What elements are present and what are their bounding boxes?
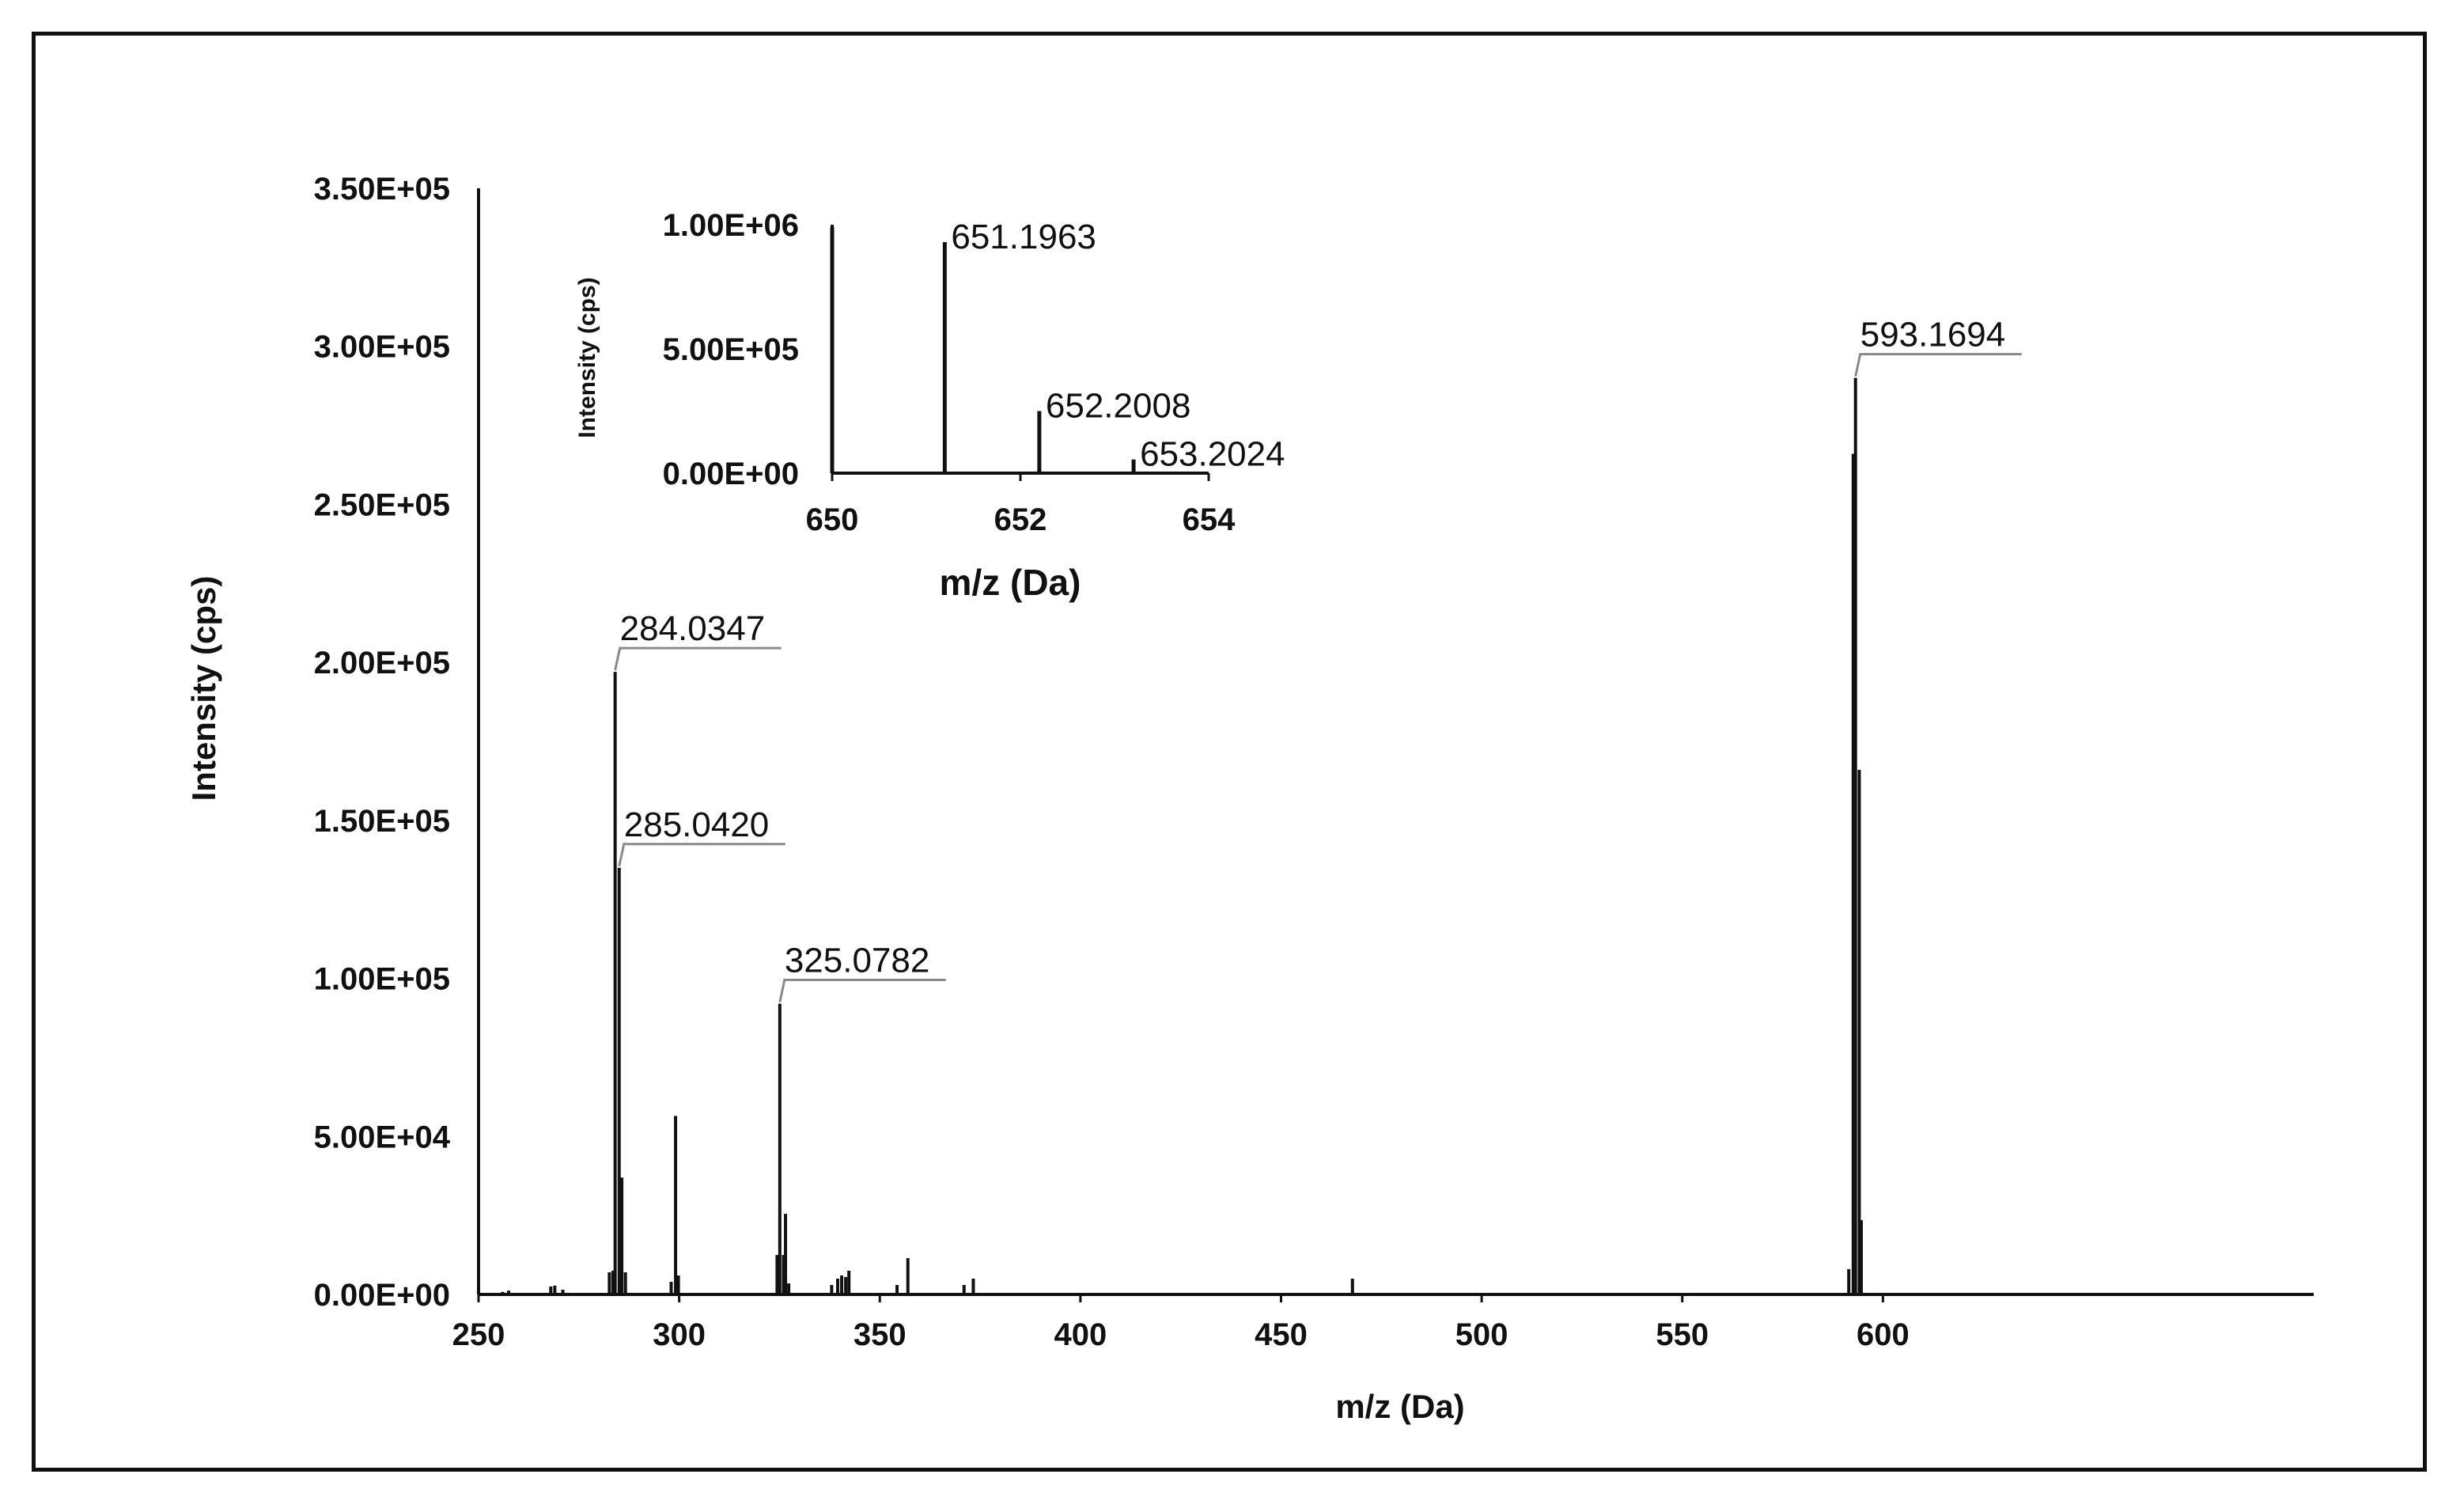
peak-label: 285.0420 [624,805,770,844]
y-tick-label: 0.00E+00 [314,1278,450,1313]
x-tick-label: 400 [1054,1317,1107,1352]
peak-label-bracket [614,646,782,671]
y-tick-label: 1.50E+05 [314,804,450,839]
peak-label: 284.0347 [620,609,766,648]
x-tick-label: 300 [653,1317,706,1352]
inset-plot: 0.00E+00 5.00E+05 1.00E+06 650 652 654 651.196… [574,208,1285,603]
inset-peak-label: 651.1963 [951,218,1096,256]
y-axis-title: Intensity (cps) [185,576,222,802]
peak-label: 593.1694 [1860,316,2006,354]
peak-label-bracket [618,843,785,867]
main-plot: 0.00E+00 5.00E+04 1.00E+05 1.50E+05 2.00E+05… [185,172,2314,1425]
x-axis-title: m/z (Da) [1335,1388,1464,1425]
x-tick-label: 450 [1255,1317,1308,1352]
y-tick-label: 2.00E+05 [314,646,450,680]
peak-label-bracket [778,979,946,1002]
inset-peak-label: 653.2024 [1140,435,1285,474]
peak-label-bracket [1854,353,2022,377]
y-tick-label: 1.00E+05 [314,962,450,997]
inset-x-tick-label: 650 [806,502,859,537]
figure-frame [32,32,2427,1472]
x-tick-label: 550 [1656,1317,1709,1352]
y-tick-label: 2.50E+05 [314,487,450,522]
inset-x-tick-label: 654 [1183,502,1236,537]
inset-x-tick-label: 652 [994,502,1047,537]
x-tick-label: 500 [1455,1317,1508,1352]
x-tick-label: 250 [452,1317,505,1352]
peak-label: 325.0782 [785,942,930,980]
inset-y-axis-title: Intensity (cps) [574,277,600,438]
x-tick-label: 600 [1857,1317,1910,1352]
y-tick-label: 3.50E+05 [314,172,450,207]
inset-y-tick-label: 5.00E+05 [663,332,799,367]
inset-peak-label: 652.2008 [1046,387,1191,426]
y-tick-label: 3.00E+05 [314,330,450,365]
inset-y-tick-label: 1.00E+06 [663,208,799,243]
inset-y-tick-label: 0.00E+00 [663,457,799,491]
x-tick-label: 350 [854,1317,906,1352]
y-tick-label: 5.00E+04 [314,1120,451,1154]
inset-x-axis-title: m/z (Da) [940,562,1081,603]
